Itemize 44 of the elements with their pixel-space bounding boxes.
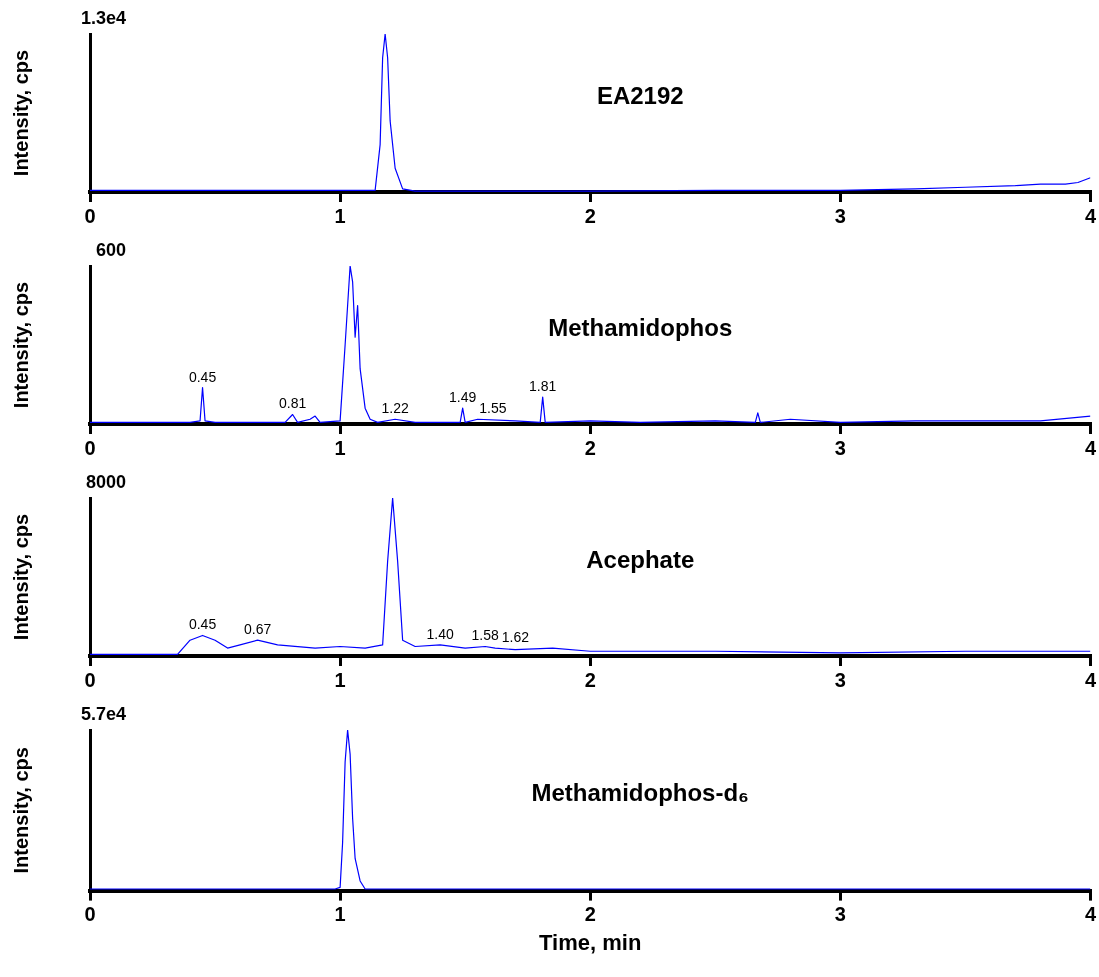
- x-tick-label: 3: [834, 668, 846, 691]
- annotation: 1.55: [479, 400, 507, 417]
- text: 600: [95, 239, 126, 260]
- annotation: 0.45: [188, 616, 217, 633]
- x-tick-label: 4: [1084, 436, 1097, 459]
- y-axis-title: Intensity, cps: [9, 281, 32, 409]
- x-tick-label: 3: [834, 204, 846, 227]
- text: Methamidophos: [548, 313, 733, 341]
- annotation: 1.22: [381, 400, 409, 417]
- annotation: 1.81: [529, 378, 557, 394]
- y-axis-title: Intensity, cps: [9, 747, 32, 874]
- annotation: 1.62: [501, 628, 530, 645]
- annotation: 0.81: [278, 395, 307, 412]
- text: 5.7e4: [80, 703, 126, 724]
- x-tick-label: 0: [84, 903, 96, 926]
- x-tick-label: 4: [1084, 668, 1097, 691]
- x-tick-label: 4: [1084, 903, 1097, 926]
- text: EA2192: [596, 81, 684, 109]
- x-tick-label: 1: [334, 903, 346, 926]
- annotation: 1.58: [471, 627, 500, 644]
- text: Acephate: [586, 545, 695, 573]
- y-axis-title: Intensity, cps: [9, 49, 32, 177]
- annotation: 1.49: [449, 389, 477, 406]
- x-tick-label: 2: [584, 903, 596, 926]
- x-tick-label: 2: [584, 668, 596, 691]
- x-axis-title: Time, min: [539, 929, 642, 955]
- annotation: 0.67: [243, 621, 272, 638]
- x-tick-label: 1: [334, 668, 346, 691]
- x-tick-label: 3: [834, 436, 846, 459]
- x-tick-label: 1: [334, 436, 346, 459]
- x-tick-label: 1: [334, 204, 346, 227]
- annotation: 0.45: [188, 368, 217, 385]
- x-tick-label: 0: [84, 204, 96, 227]
- x-tick-label: 0: [84, 668, 96, 691]
- annotation: 1.40: [426, 625, 454, 642]
- x-tick-label: 0: [84, 436, 96, 459]
- text: Methamidophos-d₆: [531, 778, 750, 806]
- x-tick-label: 3: [834, 903, 846, 926]
- y-axis-title: Intensity, cps: [9, 513, 32, 641]
- text: 8000: [85, 471, 126, 492]
- text: 1.3e4: [80, 7, 126, 28]
- x-tick-label: 4: [1084, 204, 1097, 227]
- x-tick-label: 2: [584, 204, 596, 227]
- x-tick-label: 2: [584, 436, 596, 459]
